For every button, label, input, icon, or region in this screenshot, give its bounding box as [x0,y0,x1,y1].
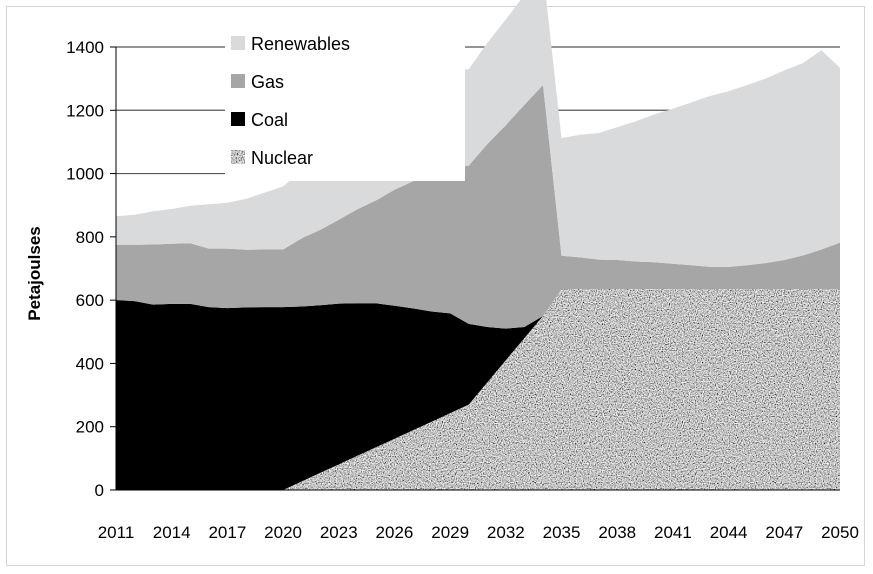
x-tick-label-2044: 2044 [710,523,748,542]
x-tick-label-2029: 2029 [431,523,469,542]
area-nuclear [116,289,840,490]
y-tick-label-200: 200 [76,418,104,437]
x-tick-label-2035: 2035 [543,523,581,542]
x-tick-label-2017: 2017 [208,523,246,542]
axes: 0 200 400 600 800 1000 1200 1400 2011 2014 2017 202… [66,38,859,542]
legend-background [225,29,465,181]
y-tick-label-400: 400 [76,354,104,373]
y-axis-label: Petajoulses [25,226,44,321]
legend-label-gas: Gas [251,72,284,92]
y-tick-label-1200: 1200 [66,101,104,120]
y-tick-label-1400: 1400 [66,38,104,57]
x-tick-label-2050: 2050 [821,523,859,542]
legend: Renewables Gas Coal Nuclear [225,29,465,181]
y-tick-label-800: 800 [76,228,104,247]
legend-swatch-renewables [231,36,245,50]
y-tick-label-600: 600 [76,291,104,310]
legend-swatch-gas [231,74,245,88]
area-series [116,0,840,490]
area-coal [116,289,840,490]
legend-label-renewables: Renewables [251,34,350,54]
x-tick-label-2038: 2038 [598,523,636,542]
x-tick-label-2026: 2026 [376,523,414,542]
y-tick-label-1000: 1000 [66,165,104,184]
legend-label-coal: Coal [251,110,288,130]
legend-swatch-nuclear [231,150,245,164]
x-tick-label-2041: 2041 [654,523,692,542]
x-tick-label-2014: 2014 [153,523,191,542]
x-tick-label-2023: 2023 [320,523,358,542]
legend-label-nuclear: Nuclear [251,148,313,168]
x-tick-label-2020: 2020 [264,523,302,542]
area-renewables [116,0,840,267]
x-tick-label-2011: 2011 [98,523,135,542]
x-tick-label-2047: 2047 [765,523,803,542]
area-gas [116,85,840,329]
legend-swatch-coal [231,112,245,126]
x-tick-label-2032: 2032 [487,523,525,542]
y-tick-label-0: 0 [95,481,104,500]
